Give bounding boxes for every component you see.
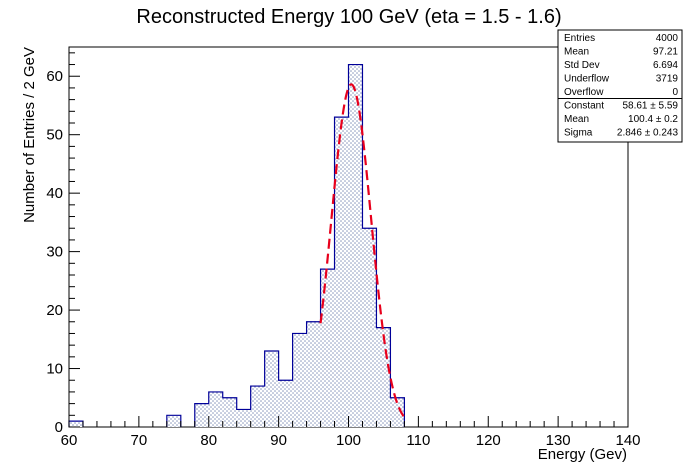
stats-row-label: Mean — [564, 114, 589, 125]
stats-row-value: 6.694 — [653, 60, 678, 71]
y-tick-label: 0 — [55, 419, 63, 436]
histogram-bin — [292, 333, 307, 427]
histogram-bin — [306, 321, 321, 427]
y-tick-label: 40 — [46, 185, 63, 202]
histogram-bin — [166, 415, 181, 427]
y-tick-label: 30 — [46, 244, 63, 261]
histogram-bin — [320, 269, 335, 427]
stats-row-value: 0 — [672, 87, 678, 98]
x-tick-label: 90 — [270, 432, 287, 449]
stats-row-value: 4000 — [656, 33, 679, 44]
histogram-bin — [390, 397, 405, 427]
stats-row-label: Entries — [564, 33, 595, 44]
histogram-bins — [69, 64, 405, 428]
stats-row-value: 3719 — [656, 74, 679, 85]
x-tick-label: 70 — [131, 432, 148, 449]
x-axis-label: Energy (Gev) — [538, 446, 627, 463]
stats-row-label: Sigma — [564, 128, 593, 139]
stats-row-label: Mean — [564, 47, 589, 58]
y-tick-label: 60 — [46, 68, 63, 85]
histogram-bin — [278, 380, 293, 427]
x-tick-label: 120 — [476, 432, 501, 449]
stats-row-value: 100.4 ± 0.2 — [628, 114, 678, 125]
histogram-bin — [334, 117, 349, 428]
histogram-bin — [376, 327, 391, 427]
chart-title: Reconstructed Energy 100 GeV (eta = 1.5 … — [136, 6, 561, 28]
x-tick-label: 100 — [336, 432, 361, 449]
stats-row-value: 2.846 ± 0.243 — [617, 128, 679, 139]
y-axis-label: Number of Entries / 2 GeV — [21, 47, 38, 223]
x-tick-label: 140 — [615, 432, 640, 449]
stats-row-label: Underflow — [564, 74, 610, 85]
histogram-bin — [264, 351, 279, 427]
gaussian-fit-curve — [319, 83, 406, 418]
stats-row-label: Constant — [564, 101, 604, 112]
histogram-bin — [348, 64, 363, 428]
histogram-bin — [69, 421, 83, 427]
y-axis: 0 10 20 30 40 50 60 — [46, 52, 80, 436]
histogram-bin — [222, 397, 237, 427]
x-axis: 60 70 80 90 100 110 120 130 140 — [61, 416, 641, 449]
x-tick-label: 130 — [546, 432, 571, 449]
stats-row-value: 97.21 — [653, 47, 678, 58]
histogram-bin — [236, 409, 251, 427]
y-tick-label: 50 — [46, 127, 63, 144]
x-tick-label: 80 — [200, 432, 217, 449]
x-tick-label: 60 — [61, 432, 78, 449]
y-tick-label: 20 — [46, 302, 63, 319]
stats-row-label: Overflow — [564, 87, 604, 98]
histogram-bin — [250, 386, 265, 427]
stats-row-value: 58.61 ± 5.59 — [622, 101, 678, 112]
histogram-bin — [362, 228, 377, 427]
histogram-bin — [208, 391, 223, 427]
x-tick-label: 110 — [406, 432, 430, 449]
stats-box: Entries 4000 Mean 97.21 Std Dev 6.694 Underflo… — [557, 29, 683, 143]
stats-row-label: Std Dev — [564, 60, 600, 71]
y-tick-label: 10 — [46, 361, 63, 378]
histogram-bin — [194, 403, 209, 427]
